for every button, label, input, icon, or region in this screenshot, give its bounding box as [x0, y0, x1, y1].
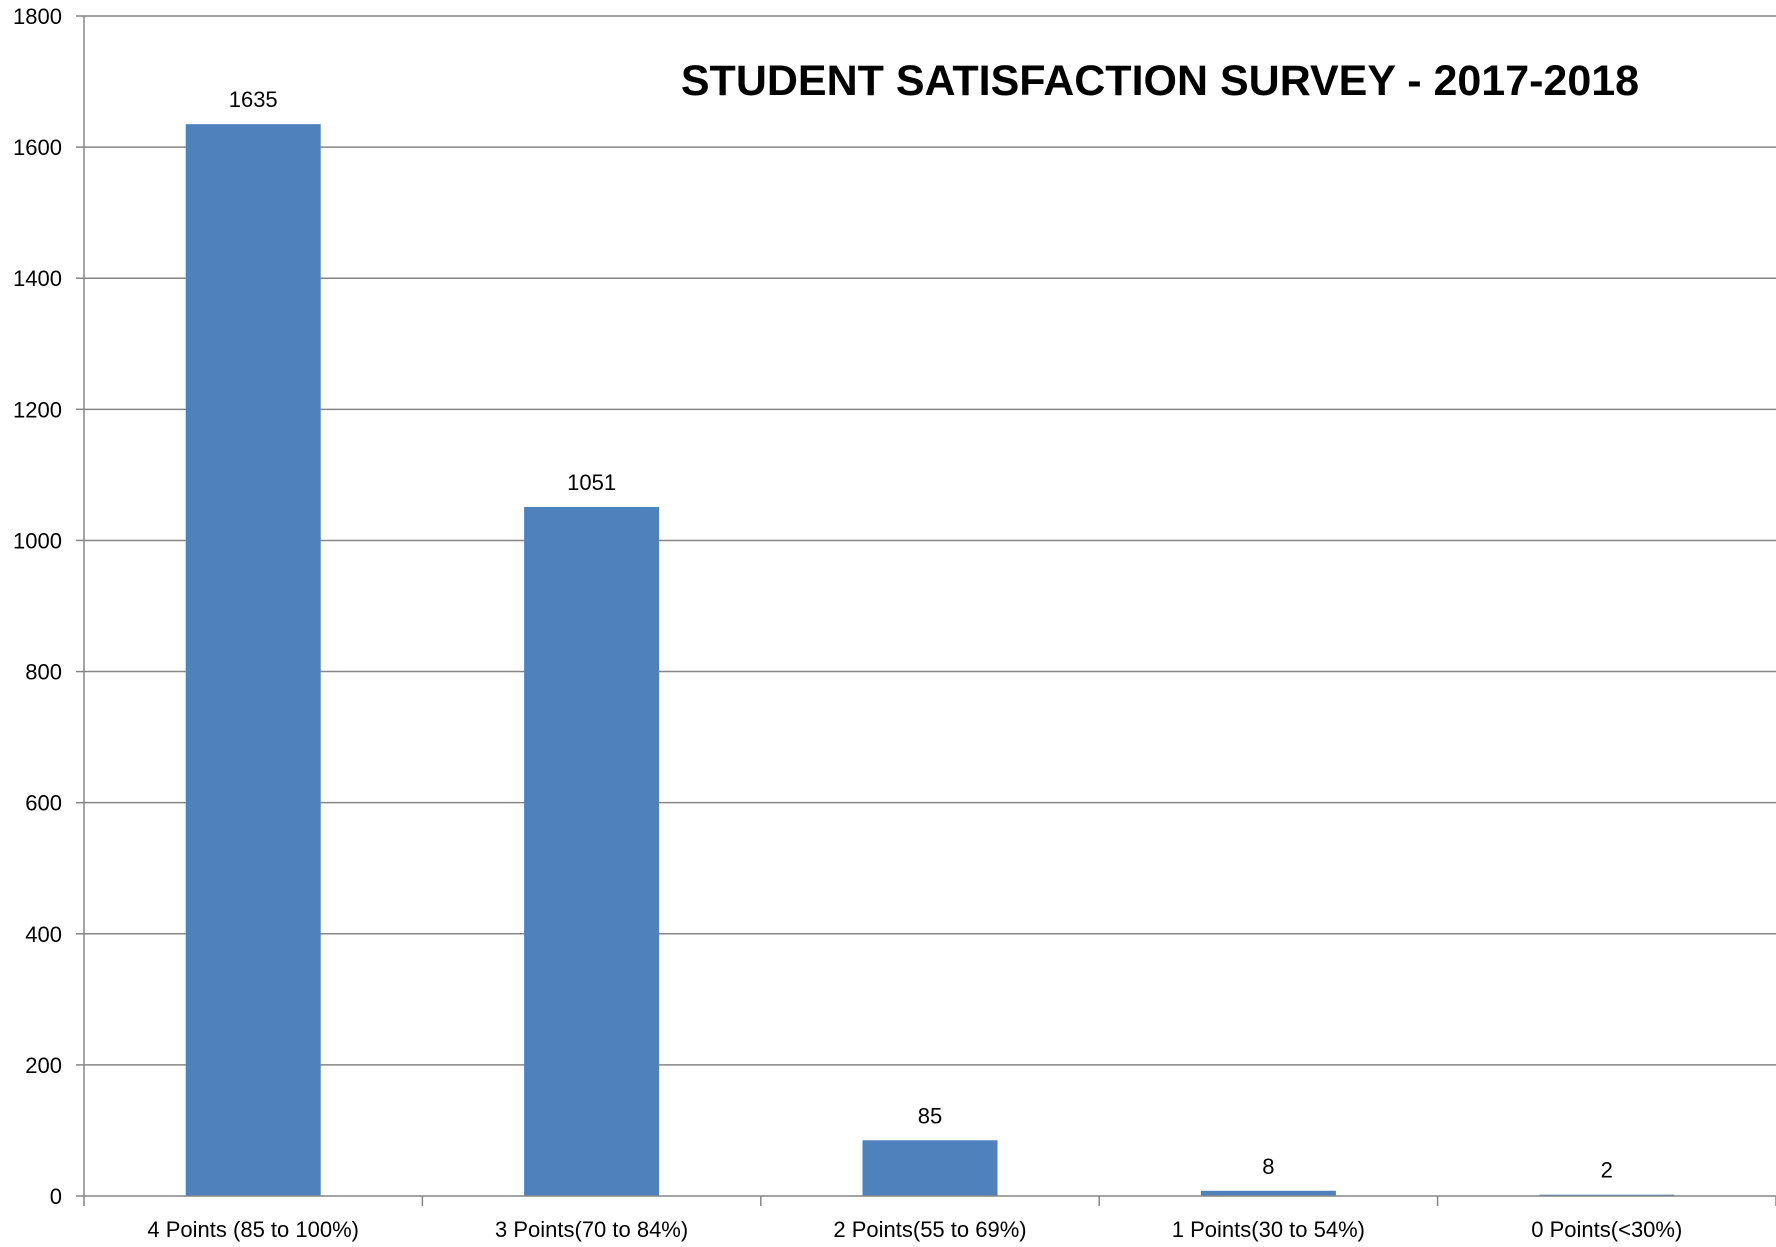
data-label: 85	[918, 1103, 942, 1128]
y-tick-label: 600	[25, 791, 62, 816]
gridlines	[84, 15, 1776, 1066]
y-tick-label: 1400	[13, 266, 62, 291]
data-label: 2	[1601, 1158, 1613, 1183]
chart-title: STUDENT SATISFACTION SURVEY - 2017-2018	[681, 57, 1639, 105]
data-label: 8	[1262, 1154, 1274, 1179]
y-tick-label: 200	[25, 1053, 62, 1078]
y-tick-label: 1200	[13, 397, 62, 422]
data-label: 1635	[229, 87, 278, 112]
bars	[185, 124, 1675, 1197]
x-tick-label: 1 Points(30 to 54%)	[1172, 1217, 1365, 1242]
y-tick-label: 1600	[13, 135, 62, 160]
y-tick-label: 1800	[13, 4, 62, 29]
x-tick-label: 3 Points(70 to 84%)	[495, 1217, 688, 1242]
y-tick-label: 800	[25, 660, 62, 685]
y-tick-label: 0	[50, 1184, 62, 1209]
x-tick-label: 0 Points(<30%)	[1531, 1217, 1682, 1242]
x-tick-label: 4 Points (85 to 100%)	[147, 1217, 359, 1242]
labels: 0 200 400 600 800 1000 1200 1400 1600 1800 1635 4 P…	[13, 4, 1682, 1242]
y-tick-label: 1000	[13, 528, 62, 553]
data-label: 1051	[567, 470, 616, 495]
axes	[76, 15, 1776, 1206]
bar	[1200, 1190, 1336, 1196]
bar	[185, 124, 321, 1197]
bar	[862, 1140, 998, 1196]
y-tick-label: 400	[25, 922, 62, 947]
x-tick-label: 2 Points(55 to 69%)	[833, 1217, 1026, 1242]
bar	[524, 507, 660, 1196]
